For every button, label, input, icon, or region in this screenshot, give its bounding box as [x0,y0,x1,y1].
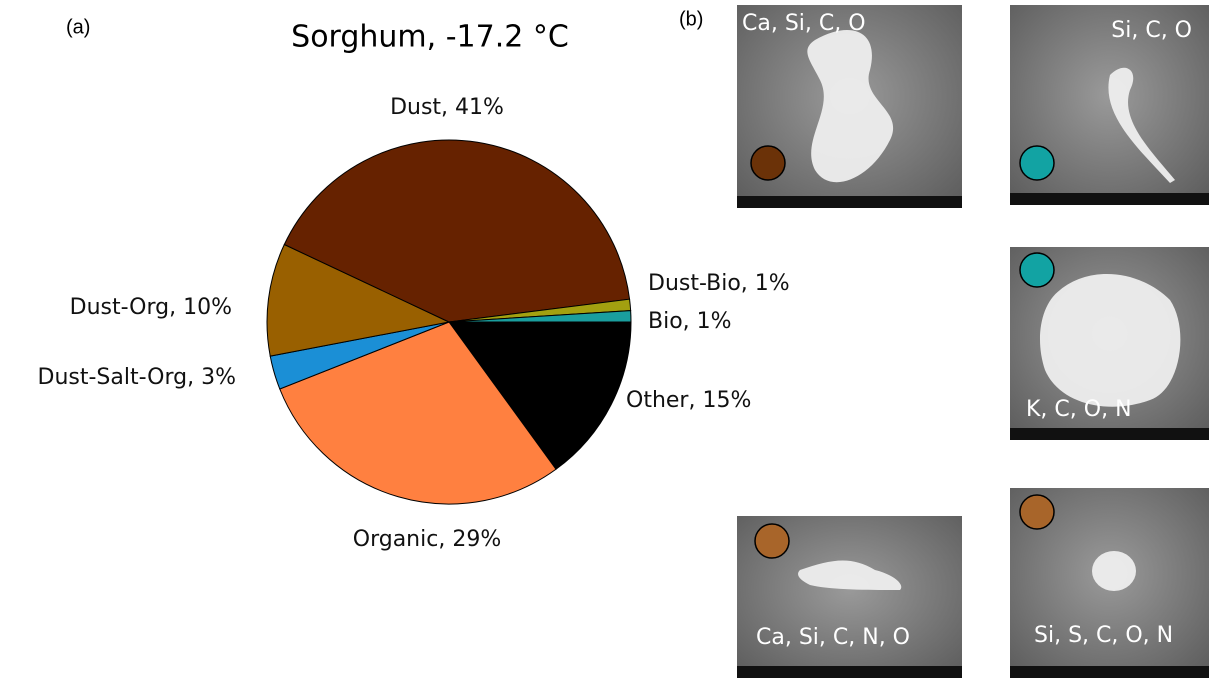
slice-label: Dust-Org, 10% [70,295,232,320]
slice-label: Other, 15% [626,388,751,413]
slice-label: Dust, 41% [390,95,504,120]
sem-panels: Ca, Si, C, O Si, C, O K, C, O, N Ca, Si, C,… [737,5,1209,678]
particle [1108,67,1175,183]
class-marker [1019,145,1055,181]
pie: OtherOther, 15% Organic Organic, 29% Dust-S… [38,95,790,552]
sem-image: Ca, Si, C, O [737,5,962,208]
sem-image: K, C, O, N [1010,247,1209,440]
info-bar [737,196,962,208]
element-label: Si, C, O [1111,18,1192,43]
particle [1092,551,1136,591]
info-bar [1010,193,1209,205]
particle [798,560,902,590]
sem-image: Si, S, C, O, N [1010,488,1209,678]
sem-image: Ca, Si, C, N, O [737,516,962,678]
chart-title: Sorghum, -17.2 °C [291,20,569,55]
slice-label: Dust-Bio, 1% [648,271,790,296]
info-bar [1010,428,1209,440]
particle [1040,273,1181,407]
class-marker [1019,494,1055,530]
pie-slice: Bio [448,310,632,323]
class-marker [754,523,790,559]
element-label: Si, S, C, O, N [1034,623,1173,648]
slice-label: Organic, 29% [353,527,501,552]
panel-label: (a) [66,16,90,38]
class-marker [1019,252,1055,288]
particle [807,30,894,183]
class-marker [750,145,786,181]
pie-slice: Dust [283,139,631,323]
element-label: Ca, Si, C, O [742,11,866,36]
pie-slice: Dust-Org [266,243,451,357]
element-label: Ca, Si, C, N, O [756,625,910,650]
element-label: K, C, O, N [1026,397,1132,422]
panel-label: (b) [679,8,703,30]
pie-slice: Organic [279,321,557,505]
pie-slice: Other [448,321,632,470]
sem-image: Si, C, O [1010,5,1209,205]
info-bar [737,666,962,678]
slice-label: Bio, 1% [648,309,732,334]
slice-label: Dust-Salt-Org, 3% [38,365,236,390]
info-bar [1010,666,1209,678]
